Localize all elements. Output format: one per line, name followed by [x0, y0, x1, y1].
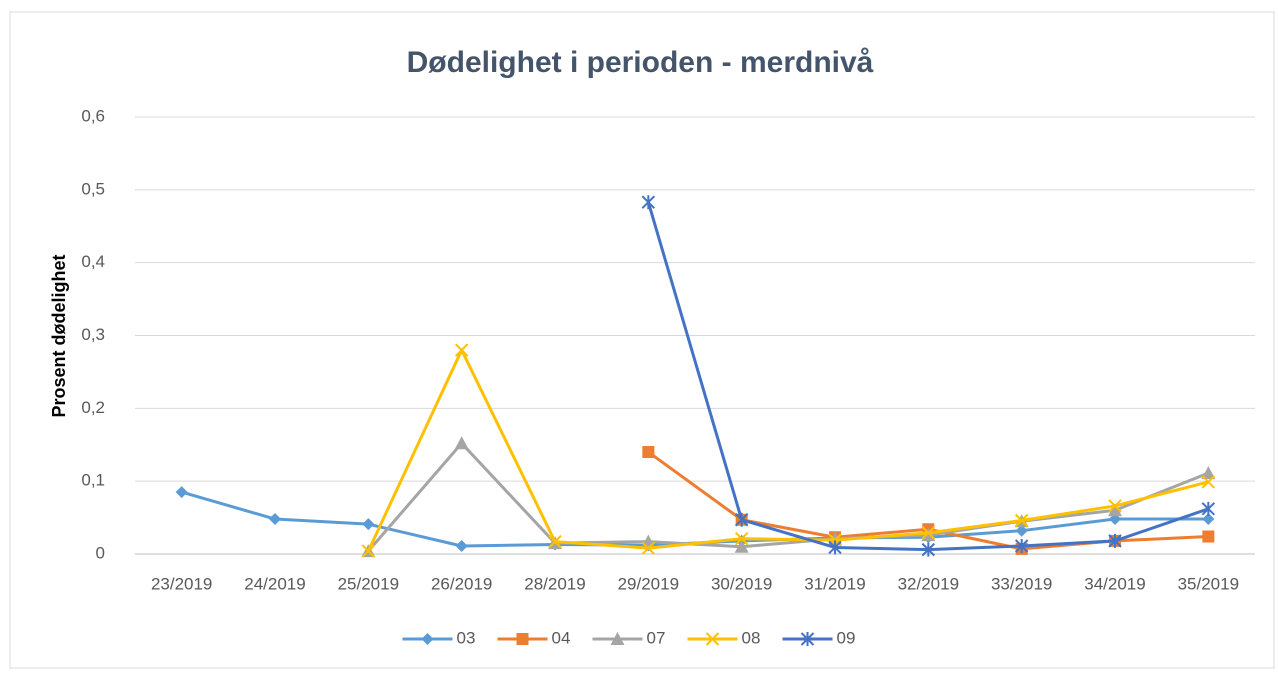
marker — [1108, 533, 1122, 548]
legend-marker — [421, 633, 434, 645]
legend-label: 03 — [457, 628, 476, 647]
x-tick-label: 35/2019 — [1178, 574, 1239, 593]
marker — [455, 539, 468, 552]
y-tick-label: 0,6 — [81, 106, 105, 125]
marker — [548, 534, 562, 549]
x-tick-label: 30/2019 — [711, 574, 772, 593]
legend-marker — [610, 632, 625, 645]
marker — [734, 539, 749, 553]
legend-label: 04 — [552, 628, 571, 647]
y-tick-label: 0,3 — [81, 325, 105, 344]
marker — [454, 436, 469, 450]
marker — [1202, 513, 1215, 526]
legend-marker — [516, 633, 529, 645]
marker — [1201, 466, 1216, 480]
marker — [1108, 499, 1122, 513]
x-tick-label: 29/2019 — [618, 574, 679, 593]
marker — [734, 512, 749, 527]
marker — [1108, 503, 1122, 517]
marker — [641, 541, 656, 555]
legend-marker — [800, 632, 815, 646]
chart-frame — [9, 11, 1275, 669]
y-tick-label: 0,1 — [81, 471, 105, 490]
series-line — [366, 348, 1209, 552]
x-tick-label: 33/2019 — [991, 574, 1052, 593]
y-tick-label: 0,5 — [81, 179, 105, 198]
legend-label: 09 — [837, 628, 856, 647]
marker — [361, 544, 376, 558]
marker — [642, 446, 655, 459]
marker — [362, 518, 375, 531]
x-tick-label: 26/2019 — [431, 574, 492, 593]
marker — [641, 195, 656, 210]
marker — [1201, 475, 1216, 489]
marker — [1014, 538, 1029, 553]
y-tick-label: 0,2 — [81, 398, 105, 417]
marker — [921, 528, 936, 542]
marker — [1201, 501, 1216, 516]
marker — [921, 526, 936, 540]
series-line — [367, 441, 1209, 553]
marker — [454, 343, 469, 357]
marker — [828, 540, 842, 555]
marker — [921, 542, 936, 557]
x-tick-label: 23/2019 — [151, 574, 212, 593]
y-tick-label: 0,4 — [81, 252, 105, 271]
y-axis-label: Prosent dødelighet — [49, 254, 69, 417]
marker — [1014, 513, 1029, 528]
chart-title: Dødelighet i perioden - merdnivå — [407, 46, 874, 79]
x-tick-label: 31/2019 — [804, 574, 865, 593]
x-tick-label: 34/2019 — [1084, 574, 1145, 593]
x-tick-label: 28/2019 — [524, 574, 585, 593]
marker — [1015, 524, 1028, 537]
marker — [1202, 530, 1215, 543]
legend-label: 07 — [647, 628, 666, 647]
marker — [269, 513, 281, 526]
x-tick-label: 32/2019 — [898, 574, 959, 593]
legend-label: 08 — [742, 628, 761, 647]
marker — [734, 531, 749, 546]
x-tick-label: 25/2019 — [338, 574, 399, 593]
y-tick-label: 0 — [96, 543, 105, 562]
marker — [175, 486, 188, 499]
legend-marker — [705, 632, 720, 646]
x-tick-label: 24/2019 — [244, 574, 305, 593]
